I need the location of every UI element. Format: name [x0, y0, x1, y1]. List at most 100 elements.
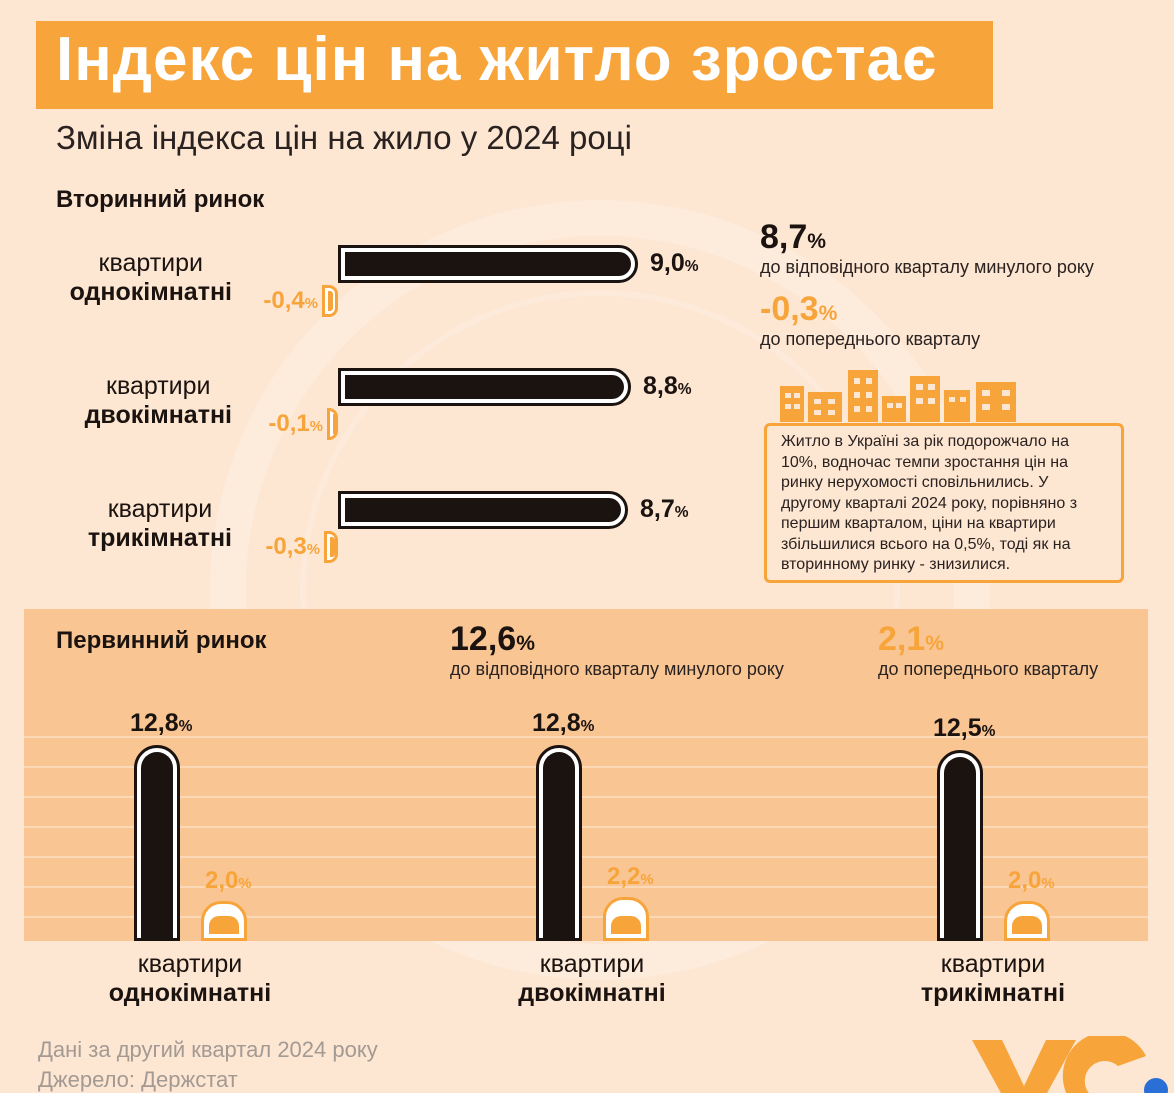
primary-qoq-label: до попереднього кварталу — [878, 659, 1099, 679]
bar-fill — [1012, 916, 1042, 934]
secondary-qoq-value: -0,3 — [760, 290, 819, 328]
value-unit: % — [640, 872, 654, 888]
bar-fill — [328, 291, 333, 311]
primary-category-label: квартири однокімнатні — [70, 950, 310, 1008]
bar-fill — [345, 498, 621, 522]
secondary-yoy-value-label: 8,8% — [643, 372, 692, 401]
primary-category-label: квартири двокімнатні — [472, 950, 712, 1008]
category-label-line1: квартири — [98, 249, 204, 277]
secondary-category-label: квартири однокімнатні — [70, 249, 232, 307]
category-label-line2: трикімнатні — [87, 524, 232, 552]
secondary-section-title: Вторинний ринок — [56, 186, 265, 213]
title-banner — [36, 21, 993, 109]
grid-line — [24, 916, 1148, 918]
value-text: 8,8 — [643, 372, 678, 400]
value-text: 2,0 — [1008, 867, 1042, 894]
secondary-qoq-label: до попереднього кварталу — [760, 329, 981, 349]
category-label-line2: однокімнатні — [69, 278, 232, 306]
primary-yoy-value: 12,6 — [450, 620, 517, 658]
primary-yoy-summary: 12,6% — [450, 620, 535, 659]
primary-yoy-value-label: 12,8% — [532, 709, 594, 738]
bar-fill — [209, 916, 239, 934]
value-unit: % — [674, 504, 689, 521]
secondary-qoq-bar — [324, 531, 338, 563]
primary-category-label: квартири трикімнатні — [873, 950, 1113, 1008]
primary-qoq-unit: % — [925, 632, 945, 655]
primary-yoy-bar — [134, 745, 180, 941]
value-unit: % — [178, 718, 193, 735]
primary-qoq-value-label: 2,0% — [1008, 867, 1055, 895]
secondary-yoy-unit: % — [807, 230, 827, 253]
category-label-line1: квартири — [137, 950, 243, 978]
value-unit: % — [309, 419, 323, 435]
value-text: 12,8 — [130, 709, 179, 737]
category-label-line1: квартири — [107, 495, 213, 523]
category-label-line2: однокімнатні — [108, 979, 272, 1007]
value-text: 12,5 — [933, 714, 982, 742]
secondary-category-label: квартири трикімнатні — [88, 495, 232, 553]
primary-qoq-summary: 2,1% — [878, 620, 944, 659]
primary-yoy-value-label: 12,5% — [933, 714, 995, 743]
value-text: -0,1 — [268, 410, 310, 437]
value-unit: % — [306, 542, 320, 558]
secondary-qoq-value-label: -0,4% — [263, 287, 318, 315]
category-label-line2: двокімнатні — [518, 979, 666, 1007]
value-text: 2,0 — [205, 867, 239, 894]
secondary-yoy-label: до відповідного кварталу минулого року — [760, 257, 1094, 277]
page-subtitle: Зміна індекса цін на жило у 2024 році — [56, 119, 632, 156]
value-unit: % — [677, 381, 692, 398]
bar-fill — [944, 757, 976, 938]
value-text: 8,7 — [640, 495, 675, 523]
primary-yoy-unit: % — [516, 632, 535, 655]
primary-yoy-bar — [536, 745, 582, 941]
bar-fill — [611, 916, 641, 934]
category-label-line1: квартири — [940, 950, 1046, 978]
secondary-qoq-summary: -0,3% — [760, 290, 837, 329]
category-label-line2: трикімнатні — [920, 979, 1066, 1007]
bar-fill — [333, 414, 338, 434]
info-box: Житло в Україні за рік подорожчало на 10… — [764, 423, 1124, 583]
bar-fill — [141, 752, 173, 938]
primary-qoq-value-label: 2,0% — [205, 867, 252, 895]
secondary-yoy-bar — [338, 368, 631, 406]
footer-source: Джерело: Держстат — [38, 1067, 238, 1092]
secondary-yoy-bar — [338, 491, 628, 529]
value-unit: % — [304, 296, 318, 312]
value-unit: % — [1041, 876, 1055, 892]
footer-date-note: Дані за другий квартал 2024 року — [38, 1037, 378, 1062]
bar-fill — [345, 375, 624, 399]
buildings-illustration — [780, 370, 1016, 422]
grid-line — [24, 796, 1148, 798]
value-unit: % — [238, 876, 252, 892]
grid-line — [24, 766, 1148, 768]
grid-line — [24, 886, 1148, 888]
category-label-line1: квартири — [106, 372, 211, 400]
bar-fill — [543, 752, 575, 938]
category-label-line1: квартири — [539, 950, 645, 978]
primary-section-title: Первинний ринок — [56, 627, 267, 654]
primary-qoq-value: 2,1 — [878, 620, 926, 658]
secondary-qoq-bar — [322, 285, 338, 317]
value-unit: % — [580, 718, 595, 735]
secondary-category-label: квартири двокімнатні — [85, 372, 232, 430]
primary-qoq-value-label: 2,2% — [607, 863, 654, 891]
secondary-yoy-value: 8,7 — [760, 218, 808, 256]
grid-line — [24, 736, 1148, 738]
primary-qoq-bar — [1004, 901, 1050, 941]
value-text: -0,4 — [263, 287, 305, 314]
value-unit: % — [684, 258, 699, 275]
secondary-qoq-value-label: -0,1% — [268, 410, 323, 438]
primary-yoy-bar — [937, 750, 983, 941]
grid-line — [24, 856, 1148, 858]
grid-line — [24, 826, 1148, 828]
value-text: 9,0 — [650, 249, 685, 277]
value-text: 2,2 — [607, 863, 641, 890]
primary-yoy-label: до відповідного кварталу минулого року — [450, 659, 784, 679]
secondary-yoy-bar — [338, 245, 638, 283]
secondary-qoq-bar — [327, 408, 338, 440]
value-unit: % — [981, 723, 996, 740]
page-title: Індекс цін на житло зростає — [56, 25, 938, 94]
secondary-yoy-value-label: 9,0% — [650, 249, 699, 278]
secondary-qoq-unit: % — [818, 302, 838, 325]
bar-fill — [345, 252, 631, 276]
